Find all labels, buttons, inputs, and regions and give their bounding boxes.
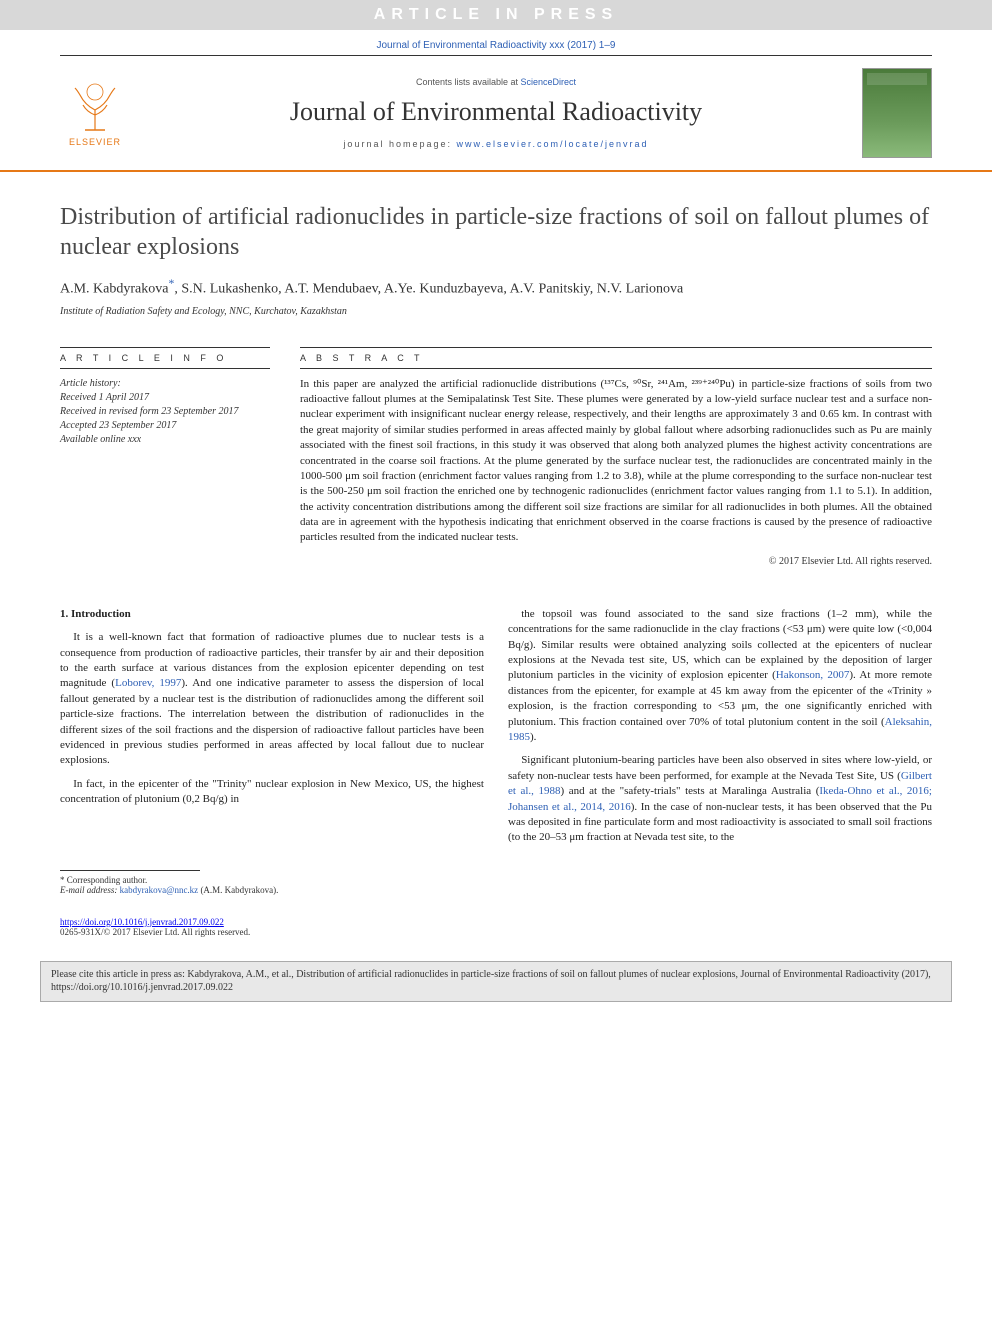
email-link[interactable]: kabdyrakova@nnc.kz	[120, 885, 199, 895]
body-col-left: 1. Introduction It is a well-known fact …	[60, 607, 484, 854]
body-para: the topsoil was found associated to the …	[508, 607, 932, 746]
body-para: In fact, in the epicenter of the "Trinit…	[60, 777, 484, 808]
contents-line: Contents lists available at ScienceDirec…	[146, 77, 846, 87]
journal-name: Journal of Environmental Radioactivity	[146, 97, 846, 127]
email-name: (A.M. Kabdyrakova).	[200, 885, 278, 895]
article-history: Article history: Received 1 April 2017 R…	[60, 377, 270, 447]
banner-text: ARTICLE IN PRESS	[374, 6, 618, 23]
journal-homepage: journal homepage: www.elsevier.com/locat…	[146, 139, 846, 149]
footnote-block: * Corresponding author. E-mail address: …	[0, 854, 992, 905]
section-number: 1.	[60, 608, 68, 620]
section-title: Introduction	[71, 608, 131, 620]
sciencedirect-link[interactable]: ScienceDirect	[521, 77, 577, 87]
abstract-column: A B S T R A C T In this paper are analyz…	[300, 347, 932, 567]
homepage-link[interactable]: www.elsevier.com/locate/jenvrad	[457, 139, 649, 149]
journal-header: ELSEVIER Contents lists available at Sci…	[0, 56, 992, 172]
history-received: Received 1 April 2017	[60, 391, 270, 405]
history-label: Article history:	[60, 377, 270, 391]
article-in-press-banner: ARTICLE IN PRESS	[0, 0, 992, 30]
affiliation: Institute of Radiation Safety and Ecolog…	[60, 306, 932, 317]
article-title: Distribution of artificial radionuclides…	[60, 202, 932, 262]
abstract-label: A B S T R A C T	[300, 347, 932, 369]
authors-list: A.M. Kabdyrakova*, S.N. Lukashenko, A.T.…	[60, 276, 932, 300]
article-info-label: A R T I C L E I N F O	[60, 347, 270, 369]
body-para: Significant plutonium-bearing particles …	[508, 753, 932, 845]
page-container: ARTICLE IN PRESS Journal of Environmenta…	[0, 0, 992, 1323]
body-col-right: the topsoil was found associated to the …	[508, 607, 932, 854]
abstract-text: In this paper are analyzed the artificia…	[300, 377, 932, 546]
doi-link[interactable]: https://doi.org/10.1016/j.jenvrad.2017.0…	[60, 917, 224, 927]
elsevier-logo: ELSEVIER	[60, 73, 130, 153]
journal-reference: Journal of Environmental Radioactivity x…	[0, 30, 992, 55]
meta-abstract-row: A R T I C L E I N F O Article history: R…	[0, 347, 992, 567]
header-middle: Contents lists available at ScienceDirec…	[146, 77, 846, 149]
section-heading: 1. Introduction	[60, 607, 484, 622]
issn-line: 0265-931X/© 2017 Elsevier Ltd. All right…	[0, 927, 992, 947]
citation-box: Please cite this article in press as: Ka…	[40, 961, 952, 1002]
abstract-copyright: © 2017 Elsevier Ltd. All rights reserved…	[300, 556, 932, 567]
email-line: E-mail address: kabdyrakova@nnc.kz (A.M.…	[60, 885, 932, 895]
history-online: Available online xxx	[60, 433, 270, 447]
footnote-rule	[60, 870, 200, 871]
elsevier-tree-icon	[65, 80, 125, 135]
history-accepted: Accepted 23 September 2017	[60, 419, 270, 433]
history-revised: Received in revised form 23 September 20…	[60, 405, 270, 419]
body-para: It is a well-known fact that formation o…	[60, 630, 484, 769]
elsevier-label: ELSEVIER	[69, 137, 121, 147]
doi-line: https://doi.org/10.1016/j.jenvrad.2017.0…	[0, 917, 992, 927]
article-info: A R T I C L E I N F O Article history: R…	[60, 347, 270, 567]
homepage-prefix: journal homepage:	[343, 139, 456, 149]
contents-prefix: Contents lists available at	[416, 77, 521, 87]
body-columns: 1. Introduction It is a well-known fact …	[0, 567, 992, 854]
journal-cover-thumbnail	[862, 68, 932, 158]
title-block: Distribution of artificial radionuclides…	[0, 172, 992, 327]
corresponding-author: * Corresponding author.	[60, 875, 932, 885]
email-label: E-mail address:	[60, 885, 117, 895]
